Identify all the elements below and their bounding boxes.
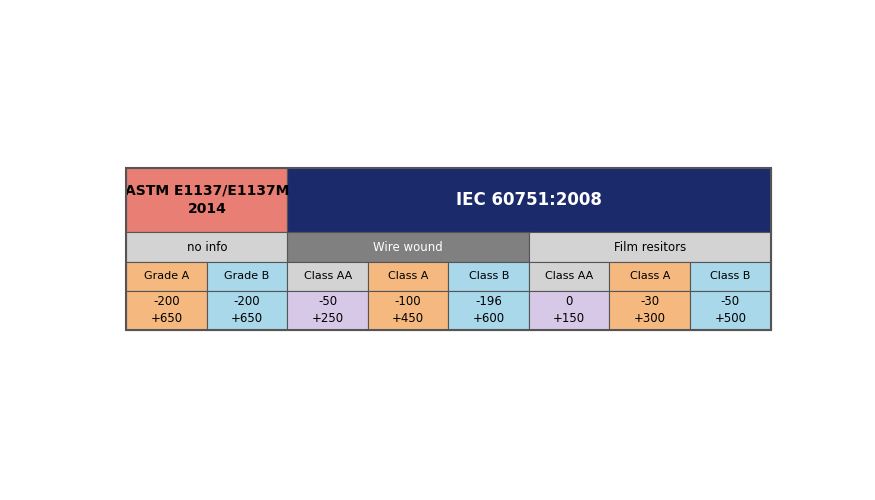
Bar: [287, 290, 368, 330]
Text: -50
+250: -50 +250: [312, 295, 344, 325]
Text: Class A: Class A: [630, 271, 670, 281]
Text: ASTM E1137/E1137M
2014: ASTM E1137/E1137M 2014: [124, 184, 289, 216]
Bar: [529, 290, 610, 330]
Text: Grade B: Grade B: [225, 271, 270, 281]
Text: Class B: Class B: [710, 271, 751, 281]
Text: -200
+650: -200 +650: [150, 295, 183, 325]
Bar: [126, 168, 771, 330]
Text: -100
+450: -100 +450: [392, 295, 424, 325]
Text: Film resitors: Film resitors: [613, 240, 686, 254]
Text: -30
+300: -30 +300: [634, 295, 666, 325]
Bar: [126, 262, 206, 290]
Text: Class A: Class A: [388, 271, 429, 281]
Text: Class B: Class B: [468, 271, 509, 281]
Text: -196
+600: -196 +600: [473, 295, 505, 325]
Bar: [690, 262, 771, 290]
Bar: [368, 262, 449, 290]
Bar: [287, 168, 771, 232]
Bar: [449, 262, 529, 290]
Text: 0
+150: 0 +150: [553, 295, 585, 325]
Bar: [449, 290, 529, 330]
Text: Wire wound: Wire wound: [374, 240, 443, 254]
Bar: [529, 262, 610, 290]
Text: no info: no info: [186, 240, 228, 254]
Bar: [287, 232, 529, 262]
Bar: [610, 262, 690, 290]
Bar: [529, 232, 771, 262]
Bar: [610, 290, 690, 330]
Text: Grade A: Grade A: [144, 271, 189, 281]
Text: -200
+650: -200 +650: [231, 295, 263, 325]
Bar: [368, 290, 449, 330]
Bar: [126, 232, 287, 262]
Text: Class AA: Class AA: [304, 271, 352, 281]
Text: -50
+500: -50 +500: [714, 295, 746, 325]
Bar: [690, 290, 771, 330]
Bar: [126, 290, 206, 330]
Text: IEC 60751:2008: IEC 60751:2008: [456, 191, 602, 209]
Bar: [206, 262, 287, 290]
Text: Class AA: Class AA: [545, 271, 593, 281]
Bar: [126, 168, 287, 232]
Bar: [287, 262, 368, 290]
Bar: [206, 290, 287, 330]
